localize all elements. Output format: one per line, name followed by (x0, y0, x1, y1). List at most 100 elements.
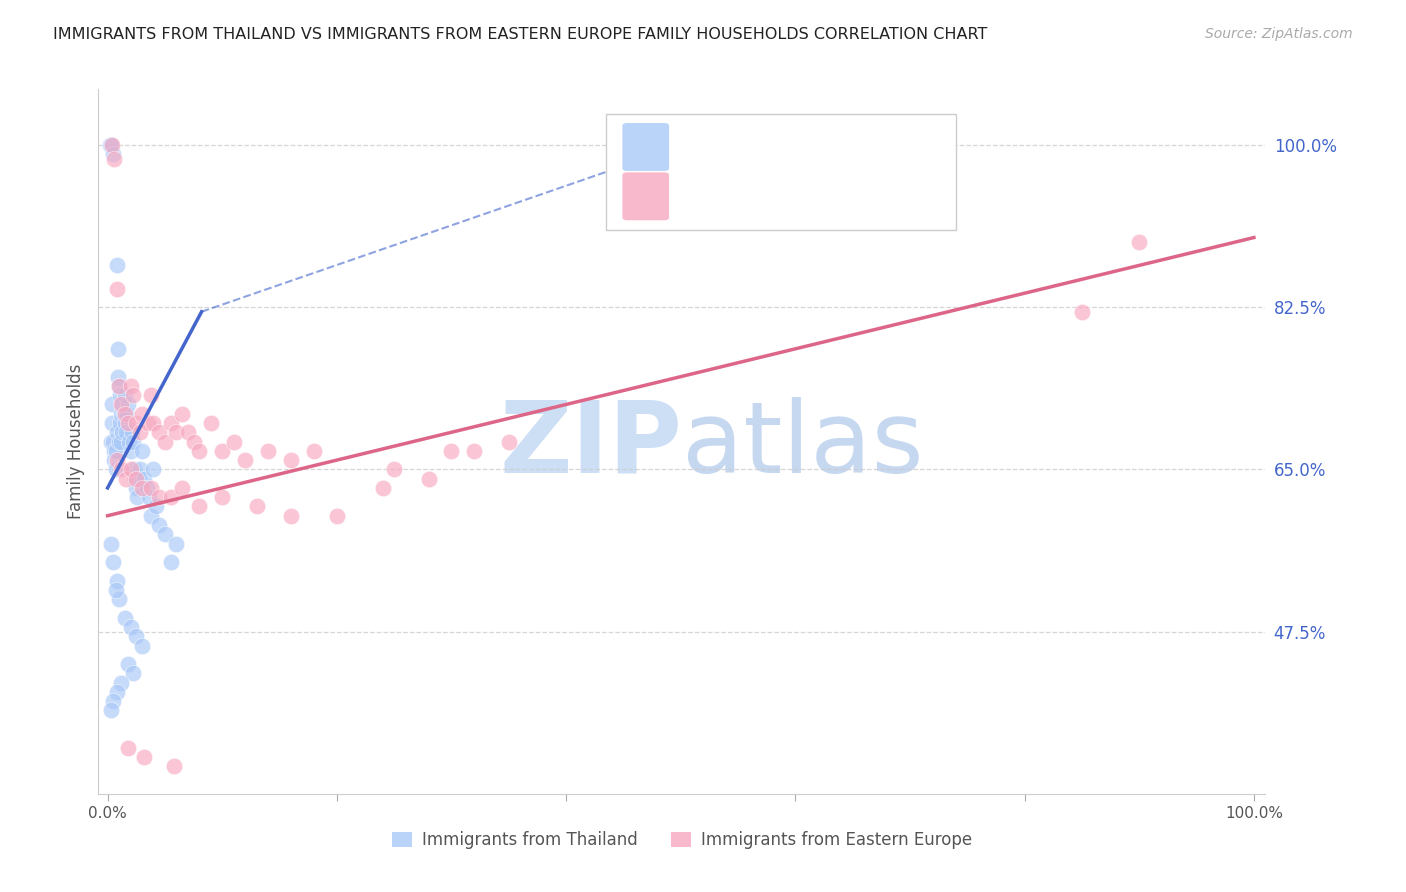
Point (153, 527, 176, 541)
Point (131, 481, 153, 495)
Point (101, 397, 124, 411)
Point (117, 740, 139, 755)
Point (101, 137, 124, 152)
Point (103, 152, 125, 166)
Point (107, 369, 129, 384)
Text: Source: ZipAtlas.com: Source: ZipAtlas.com (1205, 27, 1353, 41)
Point (100, 137, 122, 152)
Point (107, 342, 129, 356)
Point (127, 490, 149, 504)
Point (125, 481, 148, 495)
Point (141, 508, 163, 523)
Point (111, 397, 134, 411)
Point (108, 592, 131, 607)
Point (159, 490, 181, 504)
Point (104, 462, 127, 476)
Point (280, 508, 302, 523)
Point (120, 379, 142, 393)
Point (131, 639, 153, 653)
Point (105, 453, 128, 467)
Point (371, 481, 394, 495)
Point (105, 425, 128, 440)
Point (145, 500, 167, 514)
Point (165, 425, 187, 440)
Point (120, 620, 142, 634)
Point (101, 416, 124, 430)
Point (148, 425, 170, 440)
Point (115, 425, 138, 440)
Point (498, 434, 520, 449)
Point (177, 425, 200, 440)
Point (142, 462, 165, 476)
Point (105, 685, 128, 699)
Point (280, 453, 302, 467)
Point (108, 434, 131, 449)
Text: R = 0.293   N = 56: R = 0.293 N = 56 (679, 186, 863, 206)
Point (103, 434, 125, 449)
Point (108, 416, 131, 430)
Legend: Immigrants from Thailand, Immigrants from Eastern Europe: Immigrants from Thailand, Immigrants fro… (385, 825, 979, 856)
Text: atlas: atlas (682, 397, 924, 493)
Point (117, 397, 139, 411)
Point (183, 434, 205, 449)
Point (302, 443, 325, 458)
Point (211, 490, 233, 504)
Point (110, 462, 132, 476)
Point (110, 407, 132, 421)
Point (128, 472, 150, 486)
Point (103, 555, 125, 569)
Point (103, 694, 125, 708)
FancyBboxPatch shape (606, 114, 956, 230)
Point (120, 462, 142, 476)
Point (200, 416, 222, 430)
Point (125, 416, 148, 430)
Point (110, 675, 132, 690)
Point (105, 574, 128, 588)
Point (222, 434, 245, 449)
Point (110, 434, 132, 449)
Point (121, 425, 143, 440)
FancyBboxPatch shape (623, 123, 669, 171)
Point (134, 749, 156, 764)
Point (125, 629, 148, 643)
Point (172, 407, 194, 421)
Point (100, 703, 122, 717)
Point (440, 443, 463, 458)
Point (103, 147, 125, 161)
Point (117, 657, 139, 671)
Point (141, 388, 163, 402)
Text: IMMIGRANTS FROM THAILAND VS IMMIGRANTS FROM EASTERN EUROPE FAMILY HOUSEHOLDS COR: IMMIGRANTS FROM THAILAND VS IMMIGRANTS F… (53, 27, 988, 42)
Point (115, 472, 138, 486)
Point (108, 379, 131, 393)
Point (163, 759, 186, 773)
Point (103, 443, 125, 458)
Point (104, 582, 127, 597)
Point (1128, 235, 1150, 250)
Point (110, 397, 132, 411)
Point (463, 443, 485, 458)
Point (108, 379, 131, 393)
Point (118, 434, 141, 449)
Point (103, 453, 125, 467)
Point (98, 137, 121, 152)
Point (326, 508, 349, 523)
Point (165, 536, 187, 550)
Text: ZIP: ZIP (499, 397, 682, 493)
Point (138, 490, 160, 504)
Point (233, 453, 256, 467)
Point (105, 258, 128, 272)
Point (246, 500, 269, 514)
Point (121, 666, 143, 681)
Point (211, 443, 233, 458)
Point (148, 490, 170, 504)
Point (114, 388, 136, 402)
Text: R = 0.342   N = 65: R = 0.342 N = 65 (679, 137, 863, 156)
Point (382, 462, 405, 476)
Point (125, 472, 148, 486)
Point (135, 481, 157, 495)
Point (122, 462, 145, 476)
Point (111, 425, 134, 440)
Point (188, 500, 211, 514)
Point (1071, 304, 1094, 318)
Point (124, 472, 146, 486)
